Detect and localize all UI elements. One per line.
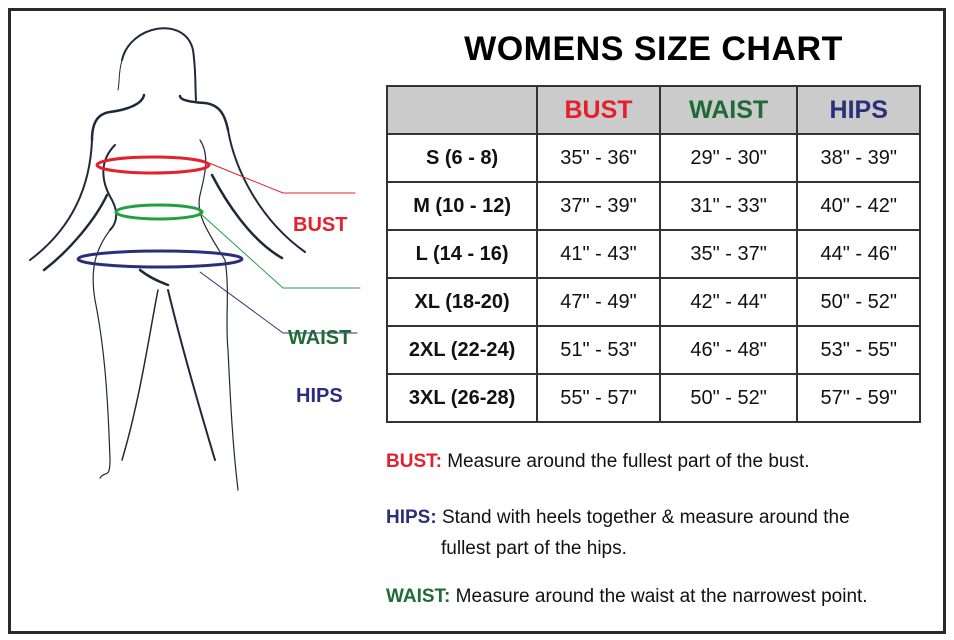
note-hips-text-2: fullest part of the hips.: [441, 538, 627, 559]
cell-hips: 40" - 42": [796, 181, 921, 231]
table-row: XL (18-20) 47" - 49" 42" - 44" 50" - 52": [385, 277, 921, 327]
waist-label: WAIST: [288, 327, 352, 349]
cell-size: 2XL (22-24): [385, 325, 539, 375]
cell-size: 3XL (26-28): [385, 373, 539, 423]
cell-size: S (6 - 8): [385, 133, 539, 183]
note-bust-label: BUST:: [386, 451, 442, 472]
table-row: L (14 - 16) 41" - 43" 35" - 37" 44" - 46": [385, 229, 921, 279]
cell-size: L (14 - 16): [385, 229, 539, 279]
header-size: [385, 85, 539, 135]
size-table: BUST WAIST HIPS S (6 - 8) 35" - 36" 29" - …: [385, 85, 921, 423]
header-bust: BUST: [536, 85, 661, 135]
hips-label: HIPS: [296, 385, 343, 407]
cell-bust: 55" - 57": [536, 373, 661, 423]
note-bust: BUST: Measure around the fullest part of…: [386, 451, 810, 473]
bust-label: BUST: [293, 214, 348, 236]
cell-hips: 50" - 52": [796, 277, 921, 327]
cell-waist: 29" - 30": [658, 133, 799, 183]
header-hips: HIPS: [796, 85, 921, 135]
table-row: 3XL (26-28) 55" - 57" 50" - 52" 57" - 59": [385, 373, 921, 423]
cell-waist: 35" - 37": [658, 229, 799, 279]
table-row: M (10 - 12) 37" - 39" 31" - 33" 40" - 42": [385, 181, 921, 231]
chart-frame: [8, 8, 946, 634]
cell-bust: 37" - 39": [536, 181, 661, 231]
cell-waist: 42" - 44": [658, 277, 799, 327]
cell-waist: 46" - 48": [658, 325, 799, 375]
table-row: S (6 - 8) 35" - 36" 29" - 30" 38" - 39": [385, 133, 921, 183]
note-waist-label: WAIST:: [386, 586, 451, 607]
cell-hips: 57" - 59": [796, 373, 921, 423]
note-bust-text: Measure around the fullest part of the b…: [447, 451, 810, 472]
note-waist-text: Measure around the waist at the narrowes…: [455, 586, 868, 607]
header-waist: WAIST: [658, 85, 799, 135]
cell-size: XL (18-20): [385, 277, 539, 327]
cell-bust: 35" - 36": [536, 133, 661, 183]
cell-hips: 44" - 46": [796, 229, 921, 279]
table-row: 2XL (22-24) 51" - 53" 46" - 48" 53" - 55": [385, 325, 921, 375]
cell-bust: 47" - 49": [536, 277, 661, 327]
note-waist: WAIST: Measure around the waist at the n…: [386, 586, 868, 608]
page-title: WOMENS SIZE CHART: [464, 30, 843, 68]
cell-bust: 51" - 53": [536, 325, 661, 375]
cell-waist: 31" - 33": [658, 181, 799, 231]
cell-hips: 53" - 55": [796, 325, 921, 375]
note-hips-text: Stand with heels together & measure arou…: [441, 507, 850, 528]
cell-bust: 41" - 43": [536, 229, 661, 279]
body-silhouette-illustration: [29, 27, 361, 491]
note-hips-label: HIPS:: [386, 507, 437, 528]
cell-waist: 50" - 52": [658, 373, 799, 423]
note-hips: HIPS: Stand with heels together & measur…: [386, 507, 850, 529]
cell-size: M (10 - 12): [385, 181, 539, 231]
table-header-row: BUST WAIST HIPS: [385, 85, 921, 135]
cell-hips: 38" - 39": [796, 133, 921, 183]
